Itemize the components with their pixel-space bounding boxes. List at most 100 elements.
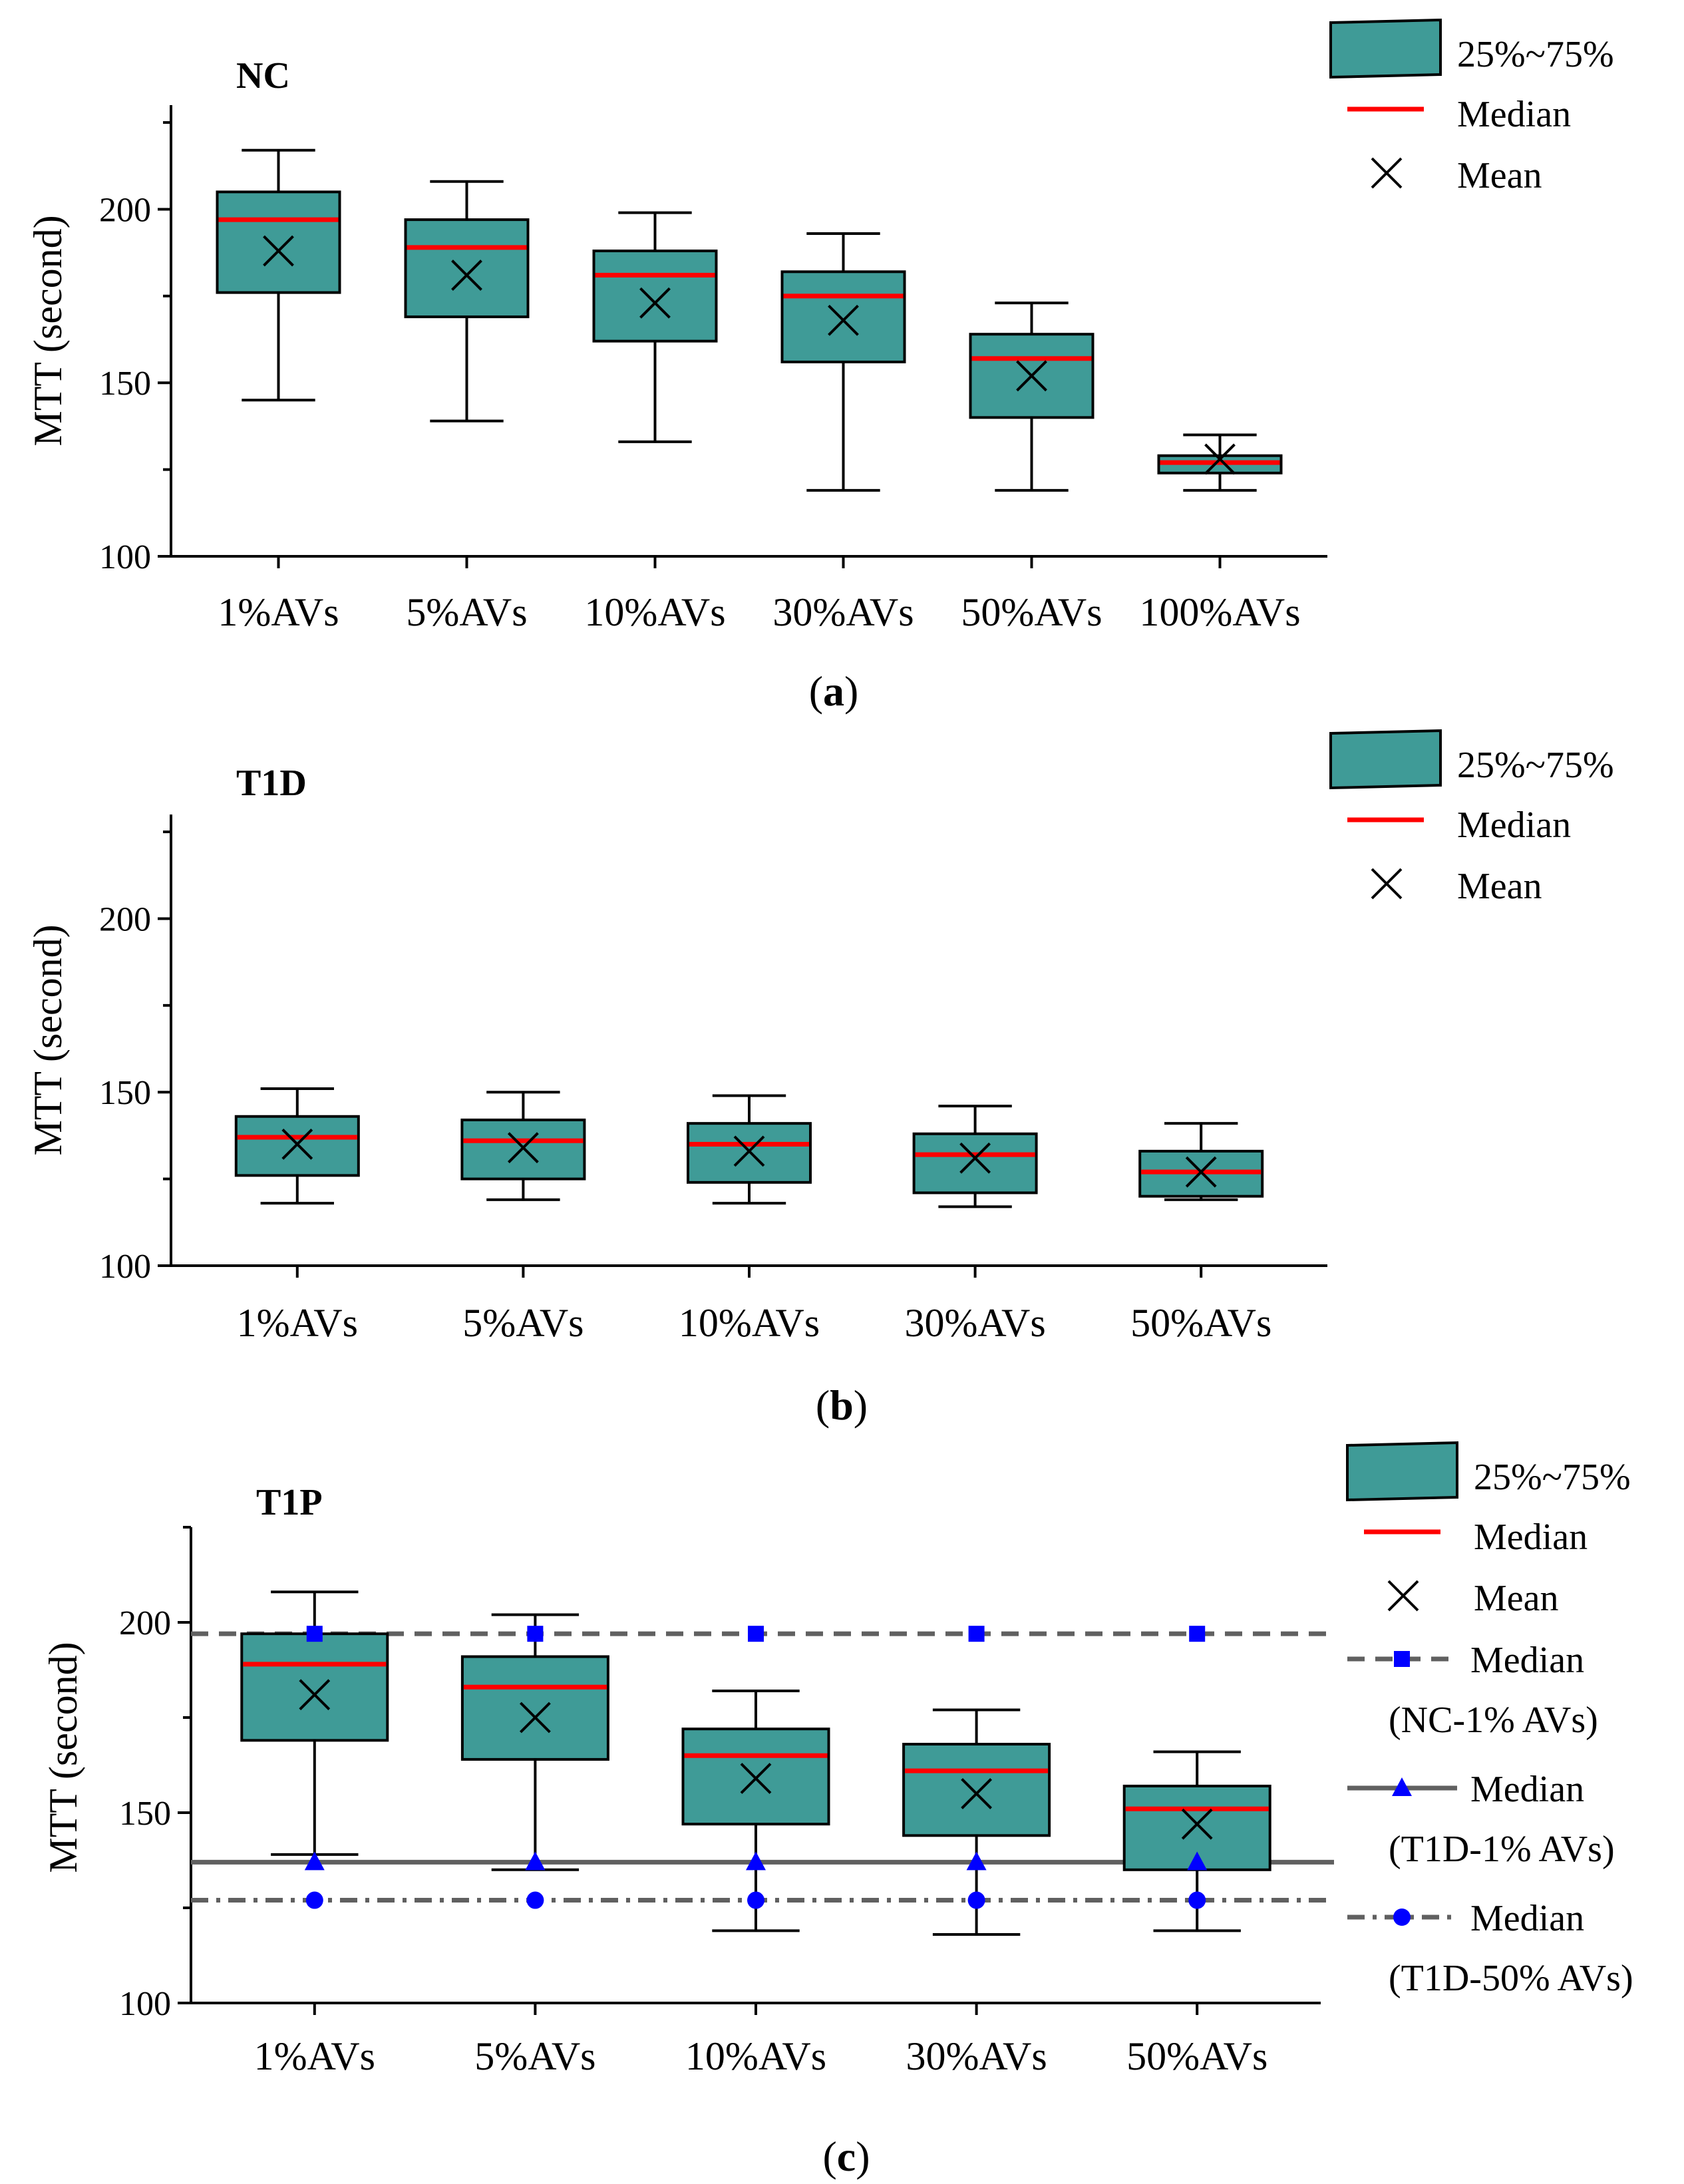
box-group [216,148,341,402]
reference-marker-triangle [1187,1851,1208,1871]
mean-marker [1016,360,1047,392]
reference-marker-square [306,1626,323,1642]
legend-median-label: Median [1457,805,1571,846]
x-tick-label: 5%AVs [406,590,527,634]
box-group [404,180,530,423]
panel-b-caption: (b) [816,1381,868,1429]
panel-a-caption-letter: a [823,667,844,715]
x-tick-label: 50%AVs [1130,1301,1271,1345]
legend-ref-marker-triangle [1392,1777,1412,1796]
panel-c-legend: 25%~75% Median Mean Median (NC-1% AVs) Median… [1346,1441,1633,1999]
legend-box-label: 25%~75% [1457,745,1614,786]
legend-mean-label: Mean [1457,866,1542,907]
panel-a-plot: 100 150 200 1%AVs 5%AVs 10%AVs 30%AVs 50%AVs 100… [99,105,1327,634]
x-tick-label: 1%AVs [237,1301,358,1345]
mean-marker [299,1679,331,1711]
x-tick-label: 5%AVs [462,1301,584,1345]
reference-marker-triangle [966,1851,987,1871]
mean-marker [740,1763,772,1794]
legend-median-label: Median [1457,94,1571,135]
reference-marker-square [968,1626,985,1642]
x-tick-label: 30%AVs [904,1301,1045,1345]
box-group [1157,433,1283,492]
iqr-box [681,1728,830,1826]
legend-mean-label: Mean [1457,155,1542,196]
legend-box-swatch [1329,729,1442,790]
legend-ref-sublabel: (NC-1% AVs) [1389,1700,1598,1741]
box-group [912,1105,1038,1208]
legend-mean-swatch [1371,868,1403,900]
mean-marker [507,1132,539,1164]
reference-marker-circle [747,1891,764,1909]
legend-box-label: 25%~75% [1457,34,1614,75]
mean-marker [961,1777,993,1809]
x-tick-label: 5%AVs [474,2034,595,2078]
mean-marker [519,1702,551,1733]
reference-marker-triangle [304,1851,325,1871]
x-tick-label: 10%AVs [679,1301,820,1345]
legend-ref-sublabel: (T1D-50% AVs) [1389,1958,1633,1999]
x-tick-label: 30%AVs [906,2034,1047,2078]
box-group [969,301,1095,492]
panel-c-caption: (c) [822,2133,870,2180]
x-tick-label: 50%AVs [961,590,1102,634]
mean-marker [828,304,859,336]
mean-marker [1204,443,1236,475]
legend-ref-marker-square [1394,1651,1410,1667]
y-tick-label: 100 [119,1985,171,2023]
legend-box-swatch [1329,18,1442,79]
box-group [240,1590,389,1856]
panel-a-legend: 25%~75% Median Mean [1329,18,1614,196]
y-tick-label: 150 [99,1074,151,1112]
iqr-box [240,1632,389,1742]
iqr-box [460,1655,609,1761]
panel-c: T1P 100 150 200 1%AVs 5%AVs 10%AVs 30%AVs 50%AV… [41,1441,1633,2180]
y-tick-label: 200 [99,191,151,229]
box-group [902,1708,1051,1936]
box-group [234,1087,360,1205]
legend-mean-label: Mean [1474,1578,1559,1619]
panel-b-caption-letter: b [830,1381,854,1429]
mean-marker [959,1142,991,1174]
iqr-box [1122,1784,1271,1871]
x-tick-label: 10%AVs [685,2034,826,2078]
iqr-box [902,1743,1051,1837]
reference-marker-triangle [525,1851,546,1871]
y-tick-label: 150 [99,365,151,403]
panel-b-legend: 25%~75% Median Mean [1329,729,1614,907]
legend-box-label: 25%~75% [1474,1457,1631,1498]
legend-ref-marker-circle [1393,1909,1411,1926]
reference-marker-circle [526,1891,544,1909]
y-tick-label: 150 [119,1795,171,1833]
mean-marker [1185,1156,1217,1188]
mean-marker [1181,1808,1213,1840]
mean-marker [263,235,294,267]
box-group [460,1091,586,1201]
reference-marker-circle [1188,1891,1206,1909]
legend-mean-swatch [1387,1580,1419,1612]
legend-ref-label: Median [1470,1898,1584,1939]
box-group [687,1094,812,1205]
panel-b-title: T1D [236,763,307,804]
mean-marker [281,1129,313,1160]
iqr-box [216,190,341,294]
x-tick-label: 100%AVs [1139,590,1300,634]
legend-mean-swatch [1371,157,1403,189]
legend-ref-label: Median [1470,1640,1584,1681]
panel-c-title: T1P [256,1482,323,1523]
reference-marker-square [748,1626,764,1642]
reference-marker-triangle [746,1851,766,1871]
iqr-box [780,270,906,363]
panel-a-ylabel: MTT (second) [26,215,70,446]
iqr-box [592,250,718,343]
panel-a-caption: (a) [809,667,859,715]
box-group [1122,1750,1271,1932]
box-group [592,211,718,443]
iqr-box [912,1132,1038,1194]
iqr-box [404,218,530,319]
legend-ref-sublabel: (T1D-1% AVs) [1389,1829,1615,1870]
box-group [681,1689,830,1932]
reference-marker-circle [305,1891,323,1909]
panel-b: T1D 100 150 200 1%AVs 5%AVs 10%AVs 30%AVs 50%AV… [26,729,1614,1429]
